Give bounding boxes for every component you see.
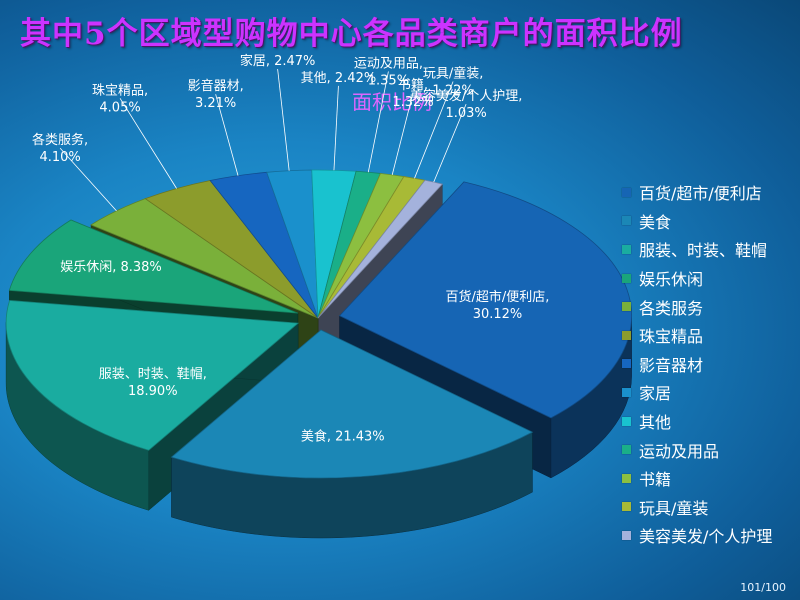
chart-title: 面积比例 [352,90,432,114]
pie-slice-0 [338,181,632,419]
data-label-2: 服装、时装、鞋帽, 18.90% [99,366,207,399]
legend-item: 书籍 [622,464,800,493]
legend-swatch [622,445,631,455]
legend-item: 各类服务 [622,292,800,321]
legend-item: 玩具/童装 [622,493,800,522]
leader-line-10 [391,92,414,175]
pie-slice-3 [8,219,299,314]
legend-label: 服装、时装、鞋帽 [639,241,768,261]
legend-swatch [622,302,631,312]
pie-slice-2 [5,300,300,451]
legend-item: 美食 [622,207,800,236]
legend-item: 百货/超市/便利店 [622,178,800,207]
slide-title: 其中5个区域型购物中心各品类商户的面积比例 [20,16,683,52]
legend-label: 美容美发/个人护理 [639,527,773,547]
data-label-5: 珠宝精品, 4.05% [92,83,148,115]
leader-lines [59,68,467,212]
leader-line-4 [59,147,117,212]
legend-label: 各类服务 [639,298,704,318]
legend-label: 书籍 [639,470,672,490]
leader-line-12 [433,103,467,183]
legend-swatch [622,273,631,283]
legend-item: 娱乐休闲 [622,264,800,293]
pie-slice-12 [317,179,444,319]
legend-label: 百货/超市/便利店 [639,184,762,204]
legend-label: 娱乐休闲 [639,270,704,290]
legend-label: 珠宝精品 [639,327,704,347]
data-label-3: 娱乐休闲, 8.38% [60,260,162,275]
data-label-11: 玩具/童装, 1.22% [423,66,484,99]
data-label-0: 百货/超市/便利店, 30.12% [446,289,550,322]
legend-label: 玩具/童装 [639,498,709,518]
data-label-1: 美食, 21.43% [301,429,385,445]
legend-swatch [622,473,631,483]
legend-item: 运动及用品 [622,435,800,464]
legend-item: 美容美发/个人护理 [622,521,800,550]
pie-tops [5,169,632,479]
legend-item: 影音器材 [622,350,800,379]
chart-legend: 百货/超市/便利店 美食服装、时装、鞋帽 娱乐休闲各类服务珠宝精品影音器材家居其他运… [622,178,800,550]
legend-item: 其他 [622,407,800,436]
leader-line-8 [333,85,339,171]
legend-label: 家居 [639,384,672,404]
data-label-10: 书籍, 1.32% [392,77,433,110]
data-label-8: 其他, 2.42% [301,71,377,86]
legend-swatch [622,244,631,254]
legend-label: 影音器材 [639,355,704,375]
data-labels: 百货/超市/便利店, 30.12% 美食, 21.43% 服装、时装、鞋帽, 18.90… [32,53,549,445]
legend-label: 运动及用品 [639,441,720,461]
legend-swatch [622,530,631,540]
legend-swatch [622,187,631,197]
legend-label: 美食 [639,212,672,232]
leader-line-5 [119,98,177,189]
legend-swatch [622,502,631,512]
data-label-6: 影音器材, 3.21% [188,78,244,111]
data-label-4: 各类服务, 4.10% [32,132,88,165]
legend-swatch [622,387,631,397]
legend-item: 珠宝精品 [622,321,800,350]
leader-line-6 [215,94,239,176]
legend-item: 服装、时装、鞋帽 [622,235,800,264]
page-number: 101/100 [740,581,786,594]
leader-line-9 [367,71,389,173]
pie-slice-1 [170,329,534,479]
leader-line-7 [277,68,290,171]
legend-swatch [622,359,631,369]
leader-line-11 [414,81,454,179]
legend-label: 其他 [639,413,672,433]
legend-swatch [622,330,631,340]
legend-swatch [622,416,631,426]
legend-swatch [622,216,631,226]
legend-item: 家居 [622,378,800,407]
data-label-12: 美容美发/个人护理, 1.03% [410,88,523,121]
data-label-7: 家居, 2.47% [240,53,316,69]
data-label-9: 运动及用品, 1.35% [354,56,423,88]
